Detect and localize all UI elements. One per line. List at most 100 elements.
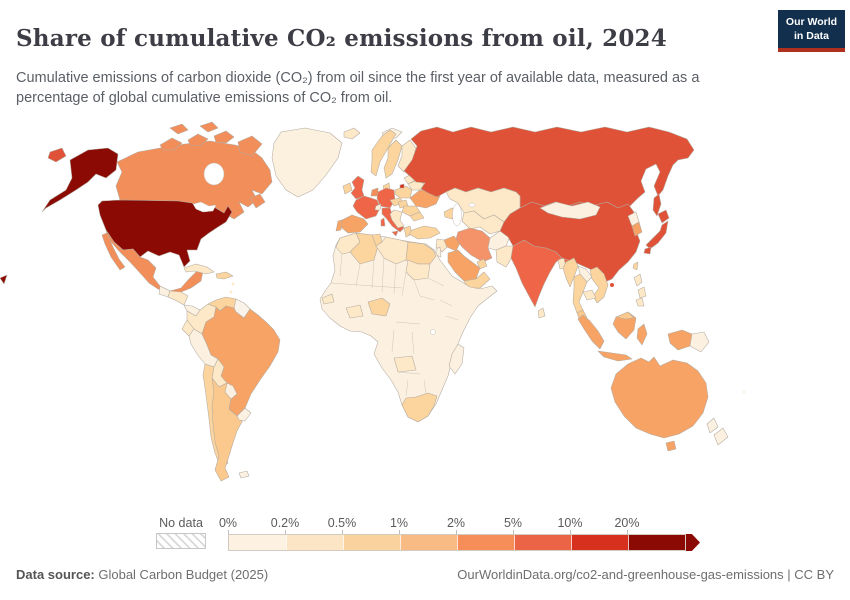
country-canada-island[interactable] [213, 130, 235, 144]
country-hainan[interactable] [610, 283, 614, 287]
country-france[interactable] [352, 195, 381, 220]
country-switzerland[interactable] [374, 203, 382, 211]
country-sulawesi[interactable] [636, 323, 648, 346]
country-balkans[interactable] [389, 209, 405, 229]
country-sweden[interactable] [383, 139, 403, 179]
country-tasmania[interactable] [665, 440, 677, 452]
country-uruguay[interactable] [236, 407, 252, 422]
legend-no-data-swatch[interactable] [156, 533, 206, 549]
country-hispaniola[interactable] [215, 271, 234, 280]
country-hawaii[interactable] [0, 274, 8, 285]
country-corsica-sardinia[interactable] [380, 217, 386, 227]
country-norway[interactable] [370, 129, 397, 177]
country-ireland[interactable] [342, 182, 353, 195]
country-honduras-nicaragua[interactable] [167, 290, 189, 306]
country-egypt[interactable] [405, 241, 437, 265]
country-cambodia[interactable] [582, 289, 597, 301]
legend-bin-5%[interactable] [514, 535, 571, 550]
country-sri-lanka[interactable] [537, 307, 546, 319]
legend-arrow [686, 534, 700, 551]
legend-tick [627, 530, 628, 534]
legend-bin-0.5%[interactable] [343, 535, 400, 550]
chart-footer: Data source: Global Carbon Budget (2025)… [16, 567, 834, 582]
country-sumatra[interactable] [577, 314, 605, 350]
world-map[interactable] [0, 108, 850, 510]
legend-bin-0%[interactable] [229, 535, 286, 550]
country-canada-island[interactable] [187, 133, 209, 147]
country-iceland[interactable] [343, 127, 361, 140]
country-senegal[interactable] [321, 293, 335, 305]
country-portugal[interactable] [335, 219, 343, 232]
legend-tick [399, 530, 400, 534]
country-lesser-antilles[interactable] [229, 290, 233, 294]
country-sakhalin[interactable] [652, 193, 662, 217]
country-falkland-islands[interactable] [238, 470, 250, 479]
legend-bin-2%[interactable] [457, 535, 514, 550]
country-madagascar[interactable] [448, 343, 465, 375]
legend-bin-0.2%[interactable] [286, 535, 343, 550]
country-united-kingdom[interactable] [350, 175, 365, 200]
legend-tick-label: 20% [614, 516, 640, 530]
legend-bin-1%[interactable] [400, 535, 457, 550]
world-map-container [0, 108, 850, 510]
country-bulgaria[interactable] [409, 211, 425, 222]
country-iraq[interactable] [443, 235, 461, 252]
country-canada-island[interactable] [237, 135, 263, 157]
country-russia-chukotka[interactable] [47, 147, 67, 163]
owid-logo[interactable]: Our World in Data [778, 10, 845, 53]
country-japan-hokkaido[interactable] [657, 209, 670, 224]
country-baja-california[interactable] [101, 232, 126, 271]
country-mexico[interactable] [105, 229, 204, 294]
country-turkey[interactable] [408, 225, 441, 240]
country-philippines[interactable] [635, 297, 645, 307]
region-africa[interactable] [319, 232, 498, 423]
country-canada-island[interactable] [159, 137, 183, 151]
country-new-zealand-north[interactable] [706, 417, 719, 434]
country-lesser-antilles[interactable] [231, 282, 235, 286]
country-japan-honshu[interactable] [645, 220, 669, 250]
country-benelux[interactable] [370, 187, 379, 197]
country-iran[interactable] [455, 227, 493, 263]
country-angola[interactable] [393, 355, 417, 373]
country-russia[interactable] [403, 126, 695, 209]
country-newfoundland[interactable] [249, 193, 266, 209]
country-gulf-states[interactable] [476, 258, 488, 270]
country-fiji[interactable] [742, 390, 746, 394]
country-nigeria[interactable] [367, 297, 391, 317]
country-philippines[interactable] [637, 286, 647, 299]
footer-link[interactable]: OurWorldinData.org/co2-and-greenhouse-ga… [457, 567, 834, 582]
legend-bin-10%[interactable] [571, 535, 628, 550]
country-canada-island[interactable] [199, 121, 219, 133]
country-java[interactable] [597, 350, 633, 362]
country-japan-kyushu[interactable] [643, 246, 652, 255]
country-australia[interactable] [610, 356, 709, 439]
country-papua-new-guinea[interactable] [689, 331, 710, 353]
country-argentina[interactable] [211, 377, 246, 482]
country-alaska[interactable] [41, 147, 119, 213]
country-west-papua[interactable] [667, 329, 693, 351]
country-myanmar[interactable] [562, 257, 579, 288]
country-ghana-ivory-coast[interactable] [345, 304, 364, 319]
country-spain[interactable] [340, 214, 369, 234]
country-thailand[interactable] [572, 273, 588, 314]
country-vietnam[interactable] [589, 266, 609, 304]
country-mongolia[interactable] [539, 201, 601, 220]
country-sicily[interactable] [391, 230, 399, 237]
country-new-zealand-south[interactable] [713, 427, 729, 446]
caspian-sea [452, 203, 462, 227]
country-south-korea[interactable] [631, 221, 643, 237]
country-malaysia-borneo[interactable] [615, 311, 635, 320]
country-laos[interactable] [577, 265, 593, 283]
country-cuba[interactable] [183, 263, 215, 275]
legend-labels: 0% 0.2% 0.5% 1% 2% 5% 10% 20% [219, 516, 708, 534]
country-saudi-arabia[interactable] [447, 249, 481, 282]
country-philippines[interactable] [633, 273, 643, 287]
legend-no-data[interactable]: No data [156, 516, 206, 549]
country-taiwan[interactable] [632, 261, 639, 271]
country-kaliningrad[interactable] [399, 183, 405, 189]
country-greenland[interactable] [271, 127, 343, 198]
legend-bin-20%[interactable] [628, 535, 685, 550]
country-canada-island[interactable] [169, 123, 189, 135]
country-south-africa[interactable] [401, 392, 438, 423]
